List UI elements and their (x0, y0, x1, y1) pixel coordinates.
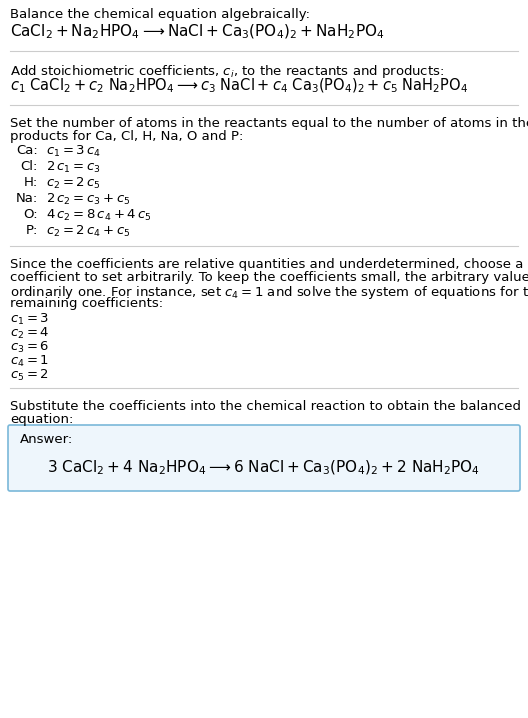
Text: Set the number of atoms in the reactants equal to the number of atoms in the: Set the number of atoms in the reactants… (10, 117, 528, 130)
Text: O:: O: (23, 208, 38, 221)
Text: ordinarily one. For instance, set $c_4 = 1$ and solve the system of equations fo: ordinarily one. For instance, set $c_4 =… (10, 284, 528, 301)
Text: equation:: equation: (10, 413, 73, 426)
Text: Na:: Na: (16, 192, 38, 205)
Text: Cl:: Cl: (21, 160, 38, 173)
Text: Ca:: Ca: (16, 144, 38, 157)
Text: $c_3 = 6$: $c_3 = 6$ (10, 340, 49, 355)
Text: coefficient to set arbitrarily. To keep the coefficients small, the arbitrary va: coefficient to set arbitrarily. To keep … (10, 271, 528, 284)
Text: $2\,c_2 = c_3 + c_5$: $2\,c_2 = c_3 + c_5$ (46, 192, 130, 207)
FancyBboxPatch shape (8, 425, 520, 491)
Text: $c_1\ \mathrm{CaCl_2} + c_2\ \mathrm{Na_2HPO_4} \longrightarrow c_3\ \mathrm{NaC: $c_1\ \mathrm{CaCl_2} + c_2\ \mathrm{Na_… (10, 77, 468, 95)
Text: $c_2 = 2\,c_5$: $c_2 = 2\,c_5$ (46, 176, 101, 191)
Text: $3\ \mathrm{CaCl_2} + 4\ \mathrm{Na_2HPO_4} \longrightarrow 6\ \mathrm{NaCl} + \: $3\ \mathrm{CaCl_2} + 4\ \mathrm{Na_2HPO… (48, 459, 480, 477)
Text: Since the coefficients are relative quantities and underdetermined, choose a: Since the coefficients are relative quan… (10, 258, 523, 271)
Text: Substitute the coefficients into the chemical reaction to obtain the balanced: Substitute the coefficients into the che… (10, 400, 521, 413)
Text: products for Ca, Cl, H, Na, O and P:: products for Ca, Cl, H, Na, O and P: (10, 130, 243, 143)
Text: $c_2 = 2\,c_4 + c_5$: $c_2 = 2\,c_4 + c_5$ (46, 224, 130, 239)
Text: Answer:: Answer: (20, 433, 73, 446)
Text: $4\,c_2 = 8\,c_4 + 4\,c_5$: $4\,c_2 = 8\,c_4 + 4\,c_5$ (46, 208, 152, 223)
Text: $c_1 = 3$: $c_1 = 3$ (10, 312, 49, 327)
Text: H:: H: (24, 176, 38, 189)
Text: $\mathrm{CaCl_2 + Na_2HPO_4 \longrightarrow NaCl + Ca_3(PO_4)_2 + NaH_2PO_4}$: $\mathrm{CaCl_2 + Na_2HPO_4 \longrightar… (10, 23, 384, 42)
Text: Balance the chemical equation algebraically:: Balance the chemical equation algebraica… (10, 8, 310, 21)
Text: P:: P: (26, 224, 38, 237)
Text: $c_4 = 1$: $c_4 = 1$ (10, 354, 49, 369)
Text: $2\,c_1 = c_3$: $2\,c_1 = c_3$ (46, 160, 101, 175)
Text: $c_1 = 3\,c_4$: $c_1 = 3\,c_4$ (46, 144, 101, 159)
Text: $c_5 = 2$: $c_5 = 2$ (10, 368, 49, 383)
Text: remaining coefficients:: remaining coefficients: (10, 297, 163, 310)
Text: $c_2 = 4$: $c_2 = 4$ (10, 326, 50, 341)
Text: Add stoichiometric coefficients, $c_i$, to the reactants and products:: Add stoichiometric coefficients, $c_i$, … (10, 63, 444, 80)
